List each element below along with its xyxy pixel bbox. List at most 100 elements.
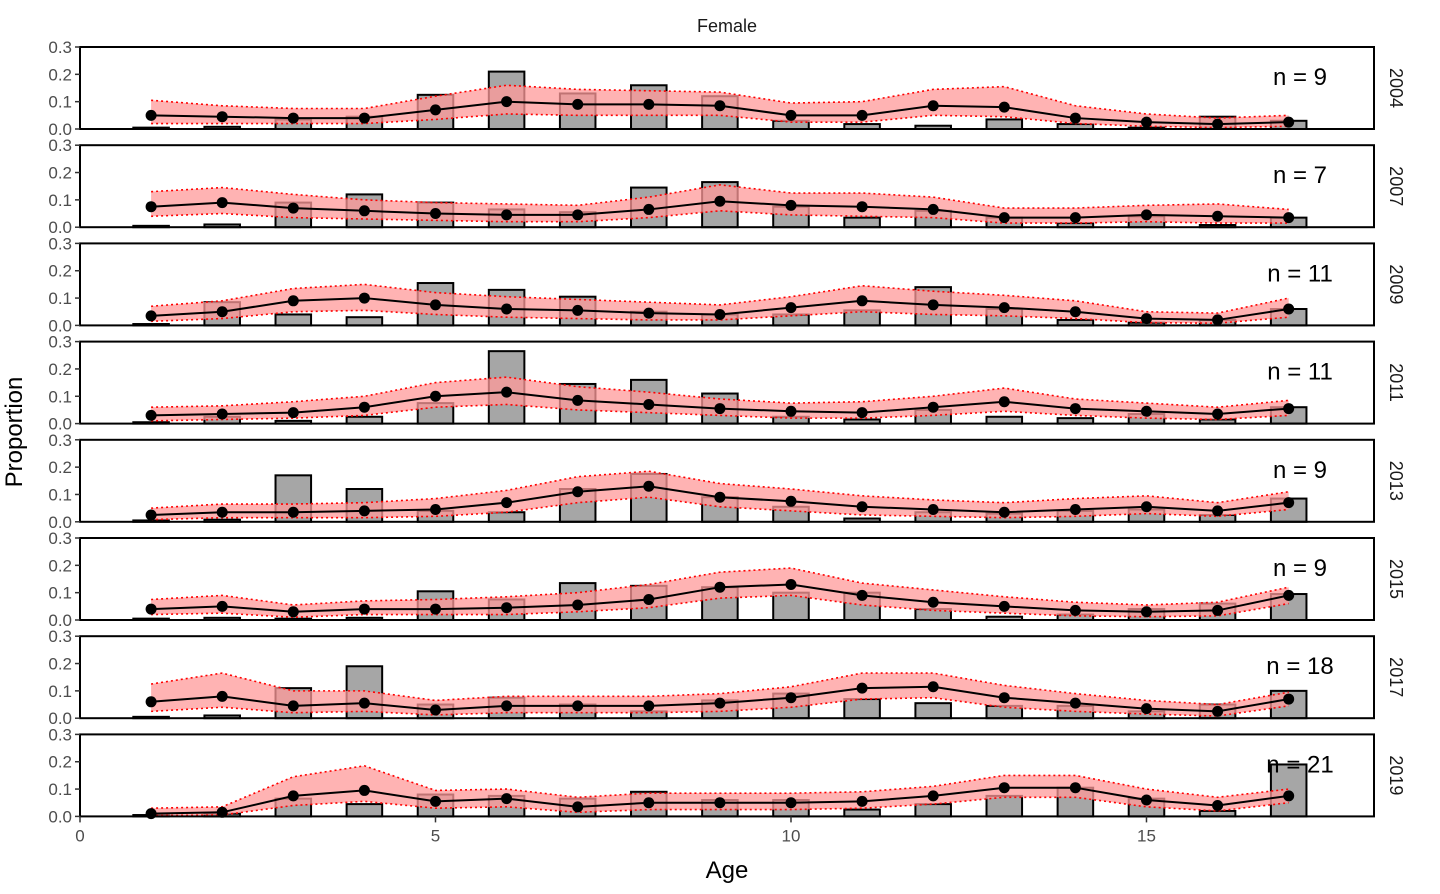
predicted-point [358,505,370,517]
predicted-point [216,600,228,612]
y-tick-label: 0.2 [48,65,72,84]
predicted-point [714,697,726,709]
y-tick-label: 0.1 [48,191,72,210]
predicted-point [501,602,513,614]
predicted-point [287,112,299,124]
sample-size-label: n = 7 [1273,162,1327,189]
predicted-point [572,304,584,316]
strip-label-2011: 2011 [1386,363,1406,402]
predicted-point [429,299,441,311]
strip-label-2004: 2004 [1386,68,1406,108]
predicted-point [429,208,441,220]
predicted-point [1212,210,1224,222]
sample-size-label: n = 11 [1267,359,1333,386]
observed-bar [843,698,881,720]
predicted-point [643,98,655,110]
predicted-point [572,486,584,498]
band-upper-edge [151,84,1289,119]
predicted-point [145,409,157,421]
predicted-point [785,797,797,809]
predicted-point [998,600,1010,612]
predicted-point [358,784,370,796]
observed-bar [487,511,526,523]
predicted-point [1283,303,1295,315]
panel-2011: 0.0 0.1 0.2 0.3 n = 11 2011 [48,333,1406,434]
y-tick-label: 0.1 [48,584,72,603]
predicted-point [429,104,441,116]
predicted-point [572,98,584,110]
panel-2017: 0.0 0.1 0.2 0.3 n = 18 2017 [48,627,1406,728]
sample-size-label: n = 9 [1273,457,1327,484]
predicted-point [1140,703,1152,715]
band-lower-edge [151,796,1289,817]
predicted-point [145,201,157,213]
sample-size-label: n = 11 [1267,260,1333,287]
observed-bar [843,216,881,229]
predicted-point [856,795,868,807]
predicted-point [572,700,584,712]
chart-title: Female [697,16,757,36]
y-tick-label: 0.0 [48,611,72,630]
predicted-point [1212,505,1224,517]
strip-label-2009: 2009 [1386,264,1406,304]
panel-border [79,144,1375,229]
observed-bar [274,313,313,327]
y-tick-label: 0.0 [48,415,72,434]
predicted-point [429,795,441,807]
predicted-point [643,203,655,215]
predicted-point [145,109,157,121]
predicted-point [358,697,370,709]
predicted-point [927,504,939,515]
y-tick-label: 0.1 [48,485,72,504]
observed-bar [985,118,1024,131]
observed-bar [914,702,952,720]
y-tick-label: 0.0 [48,120,72,139]
y-tick-label: 0.3 [48,627,72,646]
predicted-point [216,306,228,318]
predicted-point [358,292,370,304]
panel-border [79,340,1375,425]
predicted-point [785,199,797,211]
predicted-point [1283,693,1295,705]
sample-size-label: n = 9 [1273,64,1327,91]
predicted-point [145,310,157,322]
predicted-point [1212,314,1224,326]
predicted-point [998,782,1010,794]
y-tick-label: 0.2 [48,360,72,379]
predicted-point [785,495,797,507]
predicted-point [998,396,1010,408]
predicted-point [501,209,513,221]
predicted-point [1283,212,1295,224]
panel-2009: 0.0 0.1 0.2 0.3 n = 11 2009 [48,234,1406,335]
observed-bar [345,415,384,425]
strip-label-2015: 2015 [1386,559,1406,599]
predicted-point [1283,116,1295,128]
observed-bar [914,803,952,818]
y-tick-label: 0.3 [48,234,72,253]
panel-2019: 0.0 0.1 0.2 0.3 n = 21 2019 [48,725,1406,826]
predicted-point [927,299,939,311]
predicted-point [998,101,1010,113]
predicted-point [714,403,726,415]
predicted-point [216,806,228,818]
band-lower-edge [151,496,1289,521]
predicted-point [714,797,726,809]
panels-layer: 0.0 0.1 0.2 0.3 n = 9 2004 0.0 0.1 0.2 0.3 n = 7 20… [48,38,1406,826]
panel-2015: 0.0 0.1 0.2 0.3 n = 9 2015 [48,529,1406,630]
predicted-point [714,100,726,112]
predicted-point [1069,504,1081,515]
predicted-point [1212,604,1224,616]
predicted-point [145,808,157,820]
predicted-point [429,704,441,716]
predicted-point [714,581,726,593]
predicted-point [714,491,726,503]
predicted-point [358,112,370,124]
band-upper-edge [151,184,1289,211]
predicted-point [1140,313,1152,325]
y-tick-label: 0.3 [48,136,72,155]
predicted-point [714,308,726,320]
predicted-point [856,407,868,419]
y-tick-label: 0.3 [48,725,72,744]
predicted-point [216,690,228,702]
predicted-point [856,589,868,601]
